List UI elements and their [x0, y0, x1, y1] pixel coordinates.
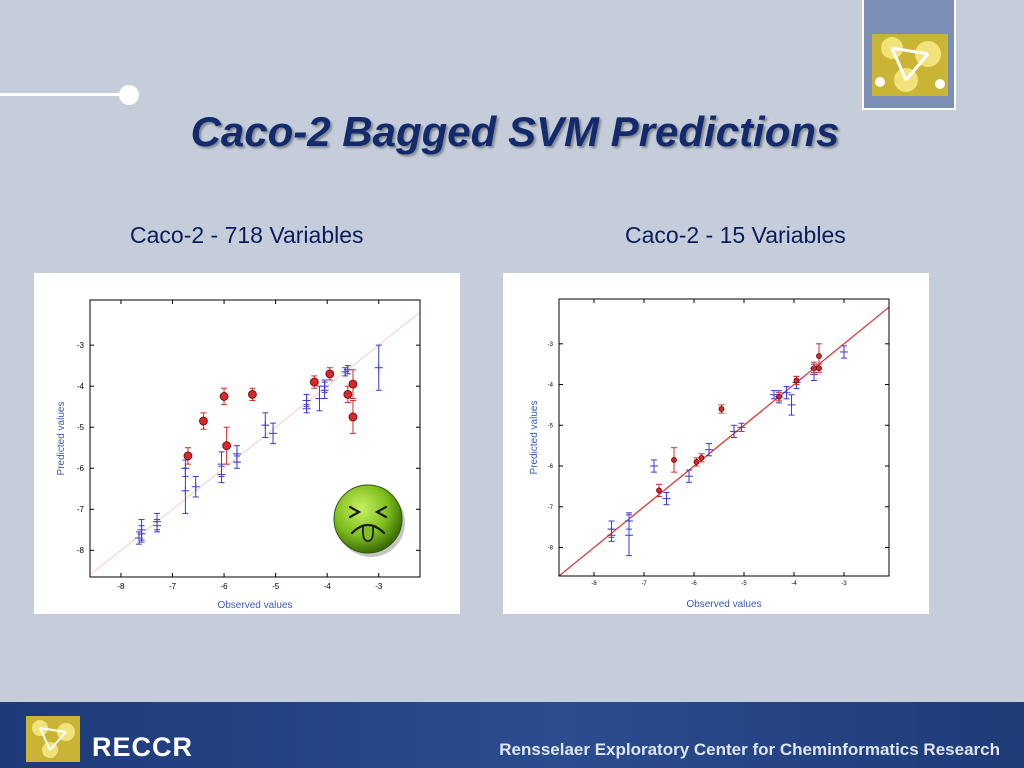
y-tick-label: -4: [548, 383, 554, 389]
y-tick-label: -8: [548, 545, 554, 551]
center-name: Rensselaer Exploratory Center for Chemin…: [499, 740, 1000, 759]
x-tick-label: -5: [272, 582, 280, 591]
data-point: [219, 392, 229, 401]
left-scatter-chart: -8 -7 -6 -5 -4 -3 -3 -4 -5 -6 -7 -8 Observed values P…: [56, 299, 421, 611]
brand-name: RECCR: [92, 732, 194, 762]
data-point: [816, 365, 822, 372]
data-point: [656, 487, 662, 494]
y-tick-label: -5: [548, 423, 554, 429]
data-point: [343, 389, 353, 399]
slide-title: Caco-2 Bagged SVM Predictions: [190, 108, 840, 155]
molecule-logo-icon: [872, 34, 948, 96]
x-tick-label: -7: [641, 581, 647, 587]
data-point: [222, 441, 232, 451]
data-point: [816, 353, 822, 359]
data-point: [309, 377, 319, 387]
x-tick-label: -4: [791, 581, 797, 587]
y-axis-label: Predicted values: [529, 401, 540, 475]
data-point: [348, 412, 358, 422]
data-point: [183, 451, 193, 461]
plot-frame: [558, 298, 890, 577]
footer-bar: RECCR Rensselaer Exploratory Center for …: [0, 702, 1024, 768]
x-tick-label: -3: [375, 582, 383, 591]
y-tick-label: -5: [77, 423, 85, 432]
data-point: [325, 369, 335, 379]
data-point: [776, 393, 782, 400]
left-chart-panel: -8 -7 -6 -5 -4 -3 -3 -4 -5 -6 -7 -8 Observed values P…: [34, 273, 460, 614]
right-chart-caption: Caco-2 - 15 Variables: [625, 222, 846, 248]
data-point: [718, 406, 725, 412]
y-tick-label: -4: [77, 382, 85, 391]
y-tick-label: -8: [77, 546, 85, 555]
y-axis-label: Predicted values: [56, 402, 67, 476]
y-tick-label: -7: [548, 505, 554, 511]
decorative-line: [0, 93, 126, 96]
x-tick-label: -3: [841, 581, 847, 587]
left-chart-caption: Caco-2 - 718 Variables: [130, 222, 364, 248]
identity-line: [559, 306, 889, 576]
y-tick-label: -6: [77, 464, 85, 473]
x-tick-label: -7: [169, 582, 177, 591]
molecule-logo-icon: [26, 716, 80, 762]
x-tick-label: -5: [741, 581, 747, 587]
data-point: [793, 377, 800, 384]
x-tick-label: -8: [117, 582, 125, 591]
data-point: [348, 379, 358, 389]
sick-face-icon: [333, 484, 405, 557]
data-point: [671, 457, 677, 463]
data-point: [199, 416, 208, 426]
x-axis-label: Observed values: [686, 599, 761, 610]
right-chart-panel: -8 -7 -6 -5 -4 -3 -3 -4 -5 -6 -7 -8 Observed values P…: [503, 273, 929, 614]
right-scatter-chart: -8 -7 -6 -5 -4 -3 -3 -4 -5 -6 -7 -8 Observed values P…: [529, 298, 890, 610]
identity-line: [90, 311, 420, 576]
y-tick-label: -7: [77, 505, 85, 514]
x-tick-label: -6: [221, 582, 229, 591]
corner-logo: [862, 0, 956, 110]
data-point: [811, 365, 817, 372]
x-tick-label: -6: [691, 581, 697, 587]
decorative-dot: [119, 85, 139, 105]
y-tick-label: -6: [548, 464, 554, 470]
x-axis-label: Observed values: [217, 600, 292, 611]
x-tick-label: -4: [324, 582, 332, 591]
y-tick-label: -3: [77, 341, 85, 350]
x-tick-label: -8: [591, 581, 597, 587]
data-point: [698, 454, 705, 461]
y-tick-label: -3: [548, 342, 554, 348]
plot-frame: [89, 299, 421, 578]
data-point: [693, 459, 700, 465]
data-point: [248, 389, 257, 399]
